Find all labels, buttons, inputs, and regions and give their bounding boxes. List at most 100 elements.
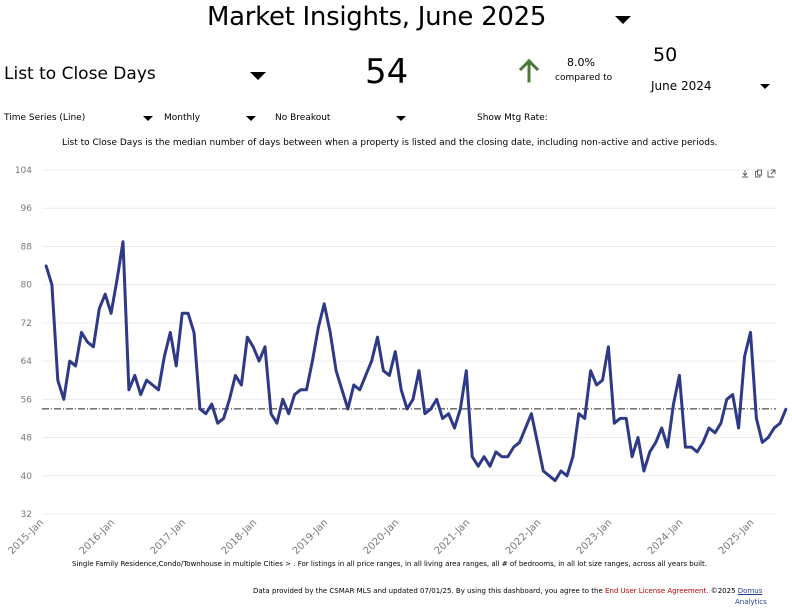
data-point[interactable] (275, 422, 279, 425)
data-point[interactable] (252, 345, 255, 348)
metric-dropdown-icon[interactable] (250, 72, 266, 80)
data-point[interactable] (394, 350, 397, 353)
data-point[interactable] (358, 388, 361, 391)
data-point[interactable] (773, 426, 776, 430)
data-point[interactable] (636, 436, 640, 439)
chart-type-dropdown-icon[interactable] (143, 116, 153, 121)
data-point[interactable] (44, 264, 48, 267)
data-point[interactable] (370, 359, 373, 363)
data-point[interactable] (405, 407, 409, 411)
data-point[interactable] (329, 331, 332, 334)
data-point[interactable] (263, 345, 267, 348)
frequency-dropdown-icon[interactable] (246, 116, 256, 121)
data-point[interactable] (666, 445, 669, 449)
data-point[interactable] (151, 383, 154, 387)
data-point[interactable] (299, 388, 302, 391)
data-point[interactable] (494, 450, 498, 454)
data-point[interactable] (500, 455, 503, 458)
data-point[interactable] (642, 469, 646, 473)
data-point[interactable] (139, 393, 142, 396)
data-point[interactable] (376, 336, 379, 339)
data-point[interactable] (453, 426, 456, 430)
data-point[interactable] (234, 374, 237, 377)
data-point[interactable] (98, 307, 101, 310)
data-point[interactable] (429, 407, 432, 411)
data-point[interactable] (133, 374, 136, 377)
data-point[interactable] (210, 402, 213, 406)
data-point[interactable] (240, 383, 243, 387)
data-point[interactable] (459, 407, 462, 411)
data-point[interactable] (228, 398, 231, 401)
compare-period-dropdown[interactable]: June 2024 (651, 79, 712, 93)
data-point[interactable] (204, 412, 207, 415)
data-point[interactable] (482, 455, 486, 458)
data-point[interactable] (447, 412, 450, 415)
data-point[interactable] (169, 331, 172, 334)
compare-period-dropdown-icon[interactable] (760, 84, 770, 89)
data-point[interactable] (222, 417, 225, 420)
data-point[interactable] (400, 388, 403, 391)
data-point[interactable] (471, 455, 474, 458)
data-point[interactable] (411, 398, 415, 401)
data-point[interactable] (607, 345, 610, 348)
data-point[interactable] (109, 312, 113, 315)
data-point[interactable] (589, 369, 592, 372)
data-point[interactable] (595, 383, 598, 387)
data-point[interactable] (163, 355, 166, 358)
data-point[interactable] (654, 441, 657, 444)
data-point[interactable] (536, 441, 539, 444)
data-point[interactable] (86, 340, 89, 344)
data-point[interactable] (352, 383, 355, 387)
data-point[interactable] (713, 431, 717, 434)
data-point[interactable] (74, 364, 77, 368)
data-point[interactable] (784, 407, 788, 411)
data-point[interactable] (778, 422, 782, 425)
data-point[interactable] (672, 402, 675, 406)
data-point[interactable] (157, 388, 160, 391)
data-point[interactable] (50, 283, 54, 286)
data-point[interactable] (340, 388, 344, 391)
data-point[interactable] (388, 374, 391, 377)
data-point[interactable] (364, 374, 367, 377)
frequency-dropdown[interactable]: Monthly (164, 113, 200, 123)
data-point[interactable] (198, 407, 202, 411)
data-point[interactable] (145, 379, 148, 382)
data-point[interactable] (334, 369, 338, 372)
show-mtg-rate-toggle[interactable]: Show Mtg Rate: (477, 113, 548, 123)
data-point[interactable] (80, 331, 83, 334)
breakout-dropdown[interactable]: No Breakout (275, 113, 330, 123)
data-point[interactable] (281, 398, 284, 401)
data-point[interactable] (518, 441, 521, 444)
data-point[interactable] (62, 398, 65, 401)
data-point[interactable] (423, 412, 427, 415)
data-point[interactable] (707, 426, 711, 430)
data-point[interactable] (488, 465, 492, 468)
data-point[interactable] (317, 326, 320, 329)
data-point[interactable] (257, 359, 261, 363)
data-point[interactable] (121, 240, 125, 243)
data-point[interactable] (115, 278, 119, 282)
data-point[interactable] (731, 393, 734, 396)
data-point[interactable] (441, 417, 444, 420)
data-point[interactable] (619, 417, 622, 420)
data-point[interactable] (696, 450, 699, 454)
data-point[interactable] (104, 293, 107, 296)
expand-icon[interactable] (767, 169, 776, 178)
data-point[interactable] (305, 388, 308, 391)
data-point[interactable] (186, 312, 190, 315)
data-point[interactable] (68, 359, 71, 363)
data-point[interactable] (690, 445, 693, 449)
data-point[interactable] (192, 331, 196, 334)
data-point[interactable] (648, 450, 651, 454)
data-point[interactable] (577, 412, 580, 415)
data-point[interactable] (725, 398, 728, 401)
license-link[interactable]: End User License Agreement. (605, 587, 709, 595)
data-point[interactable] (417, 369, 421, 372)
data-point[interactable] (737, 426, 740, 430)
data-point[interactable] (559, 469, 563, 473)
brand-link-line2[interactable]: Analytics (735, 598, 767, 606)
brand-link[interactable]: Domus (737, 587, 763, 595)
data-point[interactable] (512, 445, 515, 449)
data-point[interactable] (530, 412, 533, 415)
breakout-dropdown-icon[interactable] (396, 116, 406, 121)
